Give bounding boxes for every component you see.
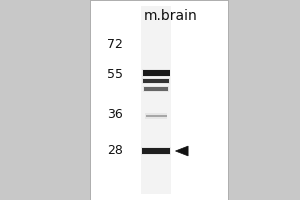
Text: m.brain: m.brain (144, 9, 198, 23)
Text: 72: 72 (107, 38, 123, 50)
Bar (141, 147, 171, 155)
Bar (143, 79, 169, 83)
Bar (146, 115, 167, 117)
Polygon shape (176, 146, 188, 156)
Bar (144, 87, 168, 91)
Bar (142, 70, 170, 76)
Bar (142, 148, 170, 154)
Bar (142, 78, 170, 84)
Bar (143, 86, 169, 92)
Text: 28: 28 (107, 144, 123, 158)
Bar (90, 0, 228, 200)
Text: 55: 55 (107, 68, 123, 80)
Bar (142, 69, 170, 77)
Bar (141, 6, 171, 194)
Bar (145, 113, 167, 119)
Text: 36: 36 (107, 108, 123, 120)
